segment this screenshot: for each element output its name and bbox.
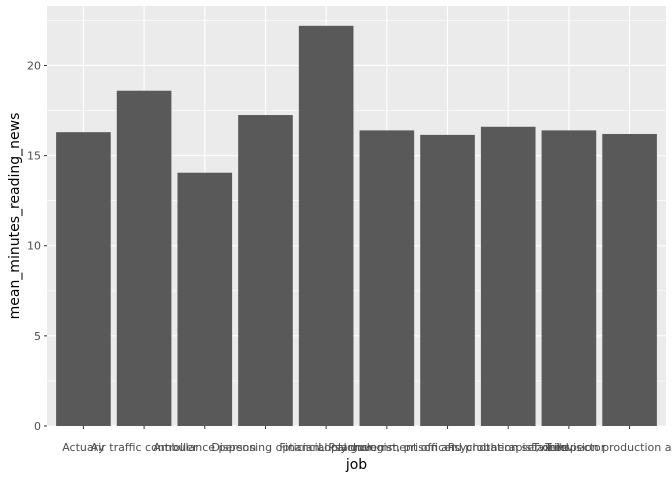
bar [541, 130, 597, 426]
x-tick-label: Psychologist, prison and probation servi… [328, 441, 567, 454]
x-tick-label: Dispensing optician [211, 441, 319, 454]
bar [359, 130, 415, 426]
bar [238, 115, 293, 427]
bar [480, 126, 536, 427]
x-tick-label: Financial planner [279, 441, 373, 454]
x-tick-label: Local government officer [318, 441, 456, 454]
bar [602, 133, 657, 426]
bar [177, 172, 233, 426]
x-tick-label: Air traffic controller [91, 441, 198, 454]
y-axis: 0 5 10 15 20 [27, 59, 47, 433]
bar [420, 134, 475, 426]
bar [298, 25, 354, 426]
y-tick-label: 15 [27, 150, 41, 163]
y-axis-title: mean_minutes_reading_news [7, 113, 23, 320]
x-tick-label: Ambulance person [153, 441, 256, 454]
bars [56, 25, 657, 427]
y-tick-label: 0 [34, 420, 41, 433]
x-axis-title: job [345, 457, 367, 473]
x-tick-label: Television production assistant [544, 441, 672, 454]
x-tick-label: Tax inspector [532, 441, 606, 454]
x-tick-label: Actuary [62, 441, 105, 454]
y-tick-label: 5 [34, 330, 41, 343]
y-tick-label: 20 [27, 59, 41, 72]
x-tick-label: Psychotherapist, child [448, 441, 569, 454]
bar [116, 90, 172, 426]
y-tick-label: 10 [27, 240, 41, 253]
bar [56, 132, 111, 427]
